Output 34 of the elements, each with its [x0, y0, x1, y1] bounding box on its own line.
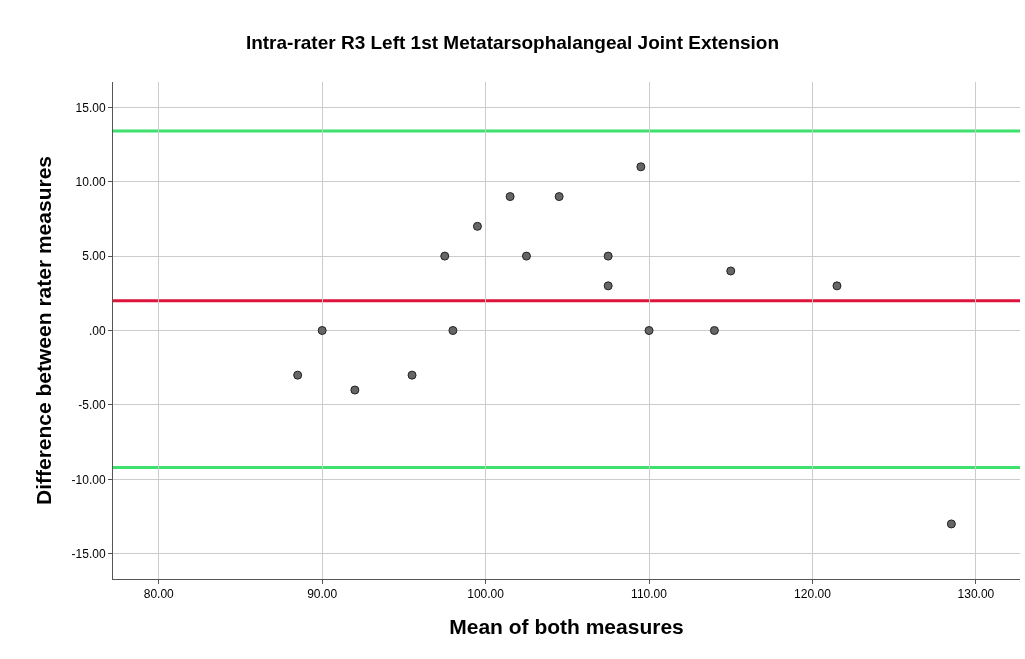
x-tick-label: 120.00: [794, 587, 832, 602]
y-tick-label: 15.00: [75, 100, 106, 115]
point: [554, 192, 564, 202]
point: [946, 519, 956, 529]
point: [726, 266, 736, 276]
point: [636, 162, 646, 172]
point: [505, 192, 515, 202]
y-tick-label: -10.00: [71, 472, 106, 487]
y-tick-label: 10.00: [75, 174, 106, 189]
x-tick-label: 110.00: [631, 587, 668, 602]
point: [407, 370, 417, 380]
y-tick-label: -5.00: [78, 398, 106, 413]
x-tick-label: 80.00: [143, 587, 175, 602]
x-tick-label: 100.00: [467, 587, 505, 602]
y-tick-label: .00: [88, 323, 106, 338]
y-axis-title: Difference between rater measures: [31, 156, 55, 505]
point: [603, 251, 613, 261]
point: [709, 326, 719, 335]
point: [521, 251, 531, 261]
x-tick-label: 90.00: [307, 587, 338, 602]
x-axis-title: Mean of both measures: [449, 614, 684, 638]
point: [293, 370, 303, 380]
point: [472, 221, 482, 231]
point: [603, 281, 613, 291]
y-tick-label: 5.00: [82, 249, 106, 264]
y-tick-label: -15.00: [71, 546, 106, 561]
point: [350, 385, 360, 395]
point: [448, 326, 458, 335]
point: [644, 326, 654, 335]
point: [440, 251, 450, 261]
point: [317, 326, 327, 335]
point: [832, 281, 842, 291]
chart-title: Intra-rater R3 Left 1st Metatarsophalangeal Joint Extension: [245, 32, 780, 54]
x-tick-label: 130.00: [957, 587, 995, 602]
